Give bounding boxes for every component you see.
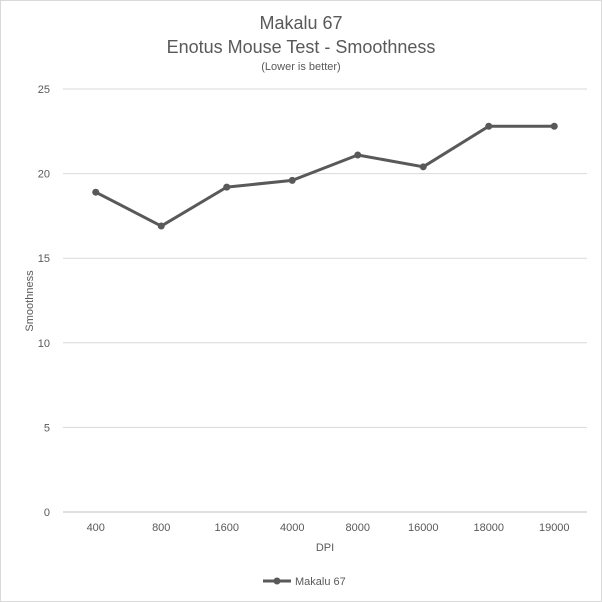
x-tick-label: 1600: [215, 522, 239, 534]
x-tick-label: 800: [152, 522, 170, 534]
y-tick-label: 20: [38, 169, 50, 181]
y-tick-label: 0: [44, 507, 50, 519]
series-line: [94, 124, 556, 228]
chart-title: Makalu 67: [259, 13, 343, 33]
data-point: [354, 151, 362, 159]
y-tick-label: 10: [38, 338, 50, 350]
x-tick-label: 8000: [346, 522, 370, 534]
data-point: [157, 222, 165, 230]
data-point: [550, 122, 558, 130]
data-point: [288, 176, 296, 184]
chart-note: (Lower is better): [261, 61, 341, 73]
x-tick-label: 4000: [280, 522, 304, 534]
y-tick-label: 5: [44, 422, 50, 434]
data-point: [223, 183, 231, 191]
y-axis-ticks: 0 5 10 15 20 25: [38, 84, 50, 519]
x-axis-ticks: 400 800 1600 4000 8000 16000 18000 19000: [87, 522, 570, 534]
y-tick-label: 15: [38, 253, 50, 265]
x-tick-label: 18000: [473, 522, 504, 534]
data-point: [419, 163, 427, 171]
x-tick-label: 16000: [408, 522, 439, 534]
y-axis-label: Smoothness: [24, 270, 36, 332]
data-point: [92, 188, 100, 196]
x-axis-label: DPI: [316, 542, 334, 554]
data-point: [485, 122, 493, 130]
chart-subtitle: Enotus Mouse Test - Smoothness: [166, 37, 436, 57]
x-tick-label: 400: [87, 522, 105, 534]
series-layer: [92, 122, 558, 230]
grid-lines: [63, 88, 587, 513]
legend: Makalu 67: [263, 576, 346, 588]
y-tick-label: 25: [38, 84, 50, 96]
x-tick-label: 19000: [539, 522, 570, 534]
legend-marker-swatch: [273, 577, 281, 585]
legend-label: Makalu 67: [295, 576, 346, 588]
